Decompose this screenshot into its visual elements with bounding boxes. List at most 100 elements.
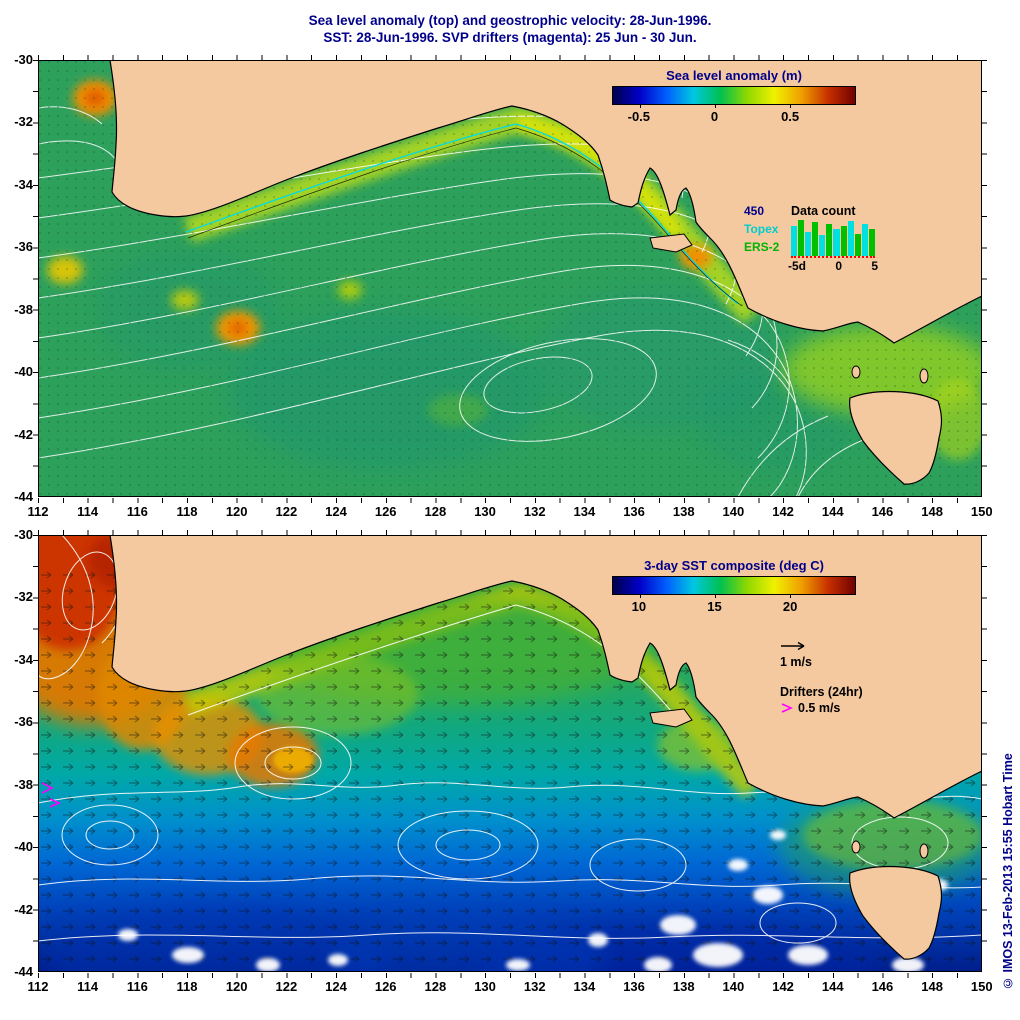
y-tick-label: -36 xyxy=(14,239,33,255)
y-tick-label: -30 xyxy=(14,52,33,67)
bottom-y-axis-labels: -30 -32 -34 -36 -38 -40 -42 -44 xyxy=(0,527,33,980)
x-tick-label: 150 xyxy=(970,504,993,519)
x-tick-label: 112 xyxy=(27,504,49,519)
x-tick-label: 124 xyxy=(325,979,347,994)
colorbar-tick xyxy=(714,104,716,108)
y-tick-label: -34 xyxy=(14,651,33,667)
x-tick-label: 134 xyxy=(573,504,596,519)
x-tick-label: 124 xyxy=(325,504,347,519)
x-tick-label: 144 xyxy=(821,504,844,519)
sst-colorbar: 3-day SST composite (deg C) 10 15 20 xyxy=(612,558,856,615)
x-tick-label: 126 xyxy=(374,979,397,994)
colorbar-tick-label: -0.5 xyxy=(627,109,651,124)
x-tick-label: 118 xyxy=(176,504,198,519)
axis-ticks xyxy=(38,973,982,978)
colorbar-tick-label: 20 xyxy=(782,599,798,614)
y-tick-label: -42 xyxy=(14,901,33,917)
x-tick-label: 146 xyxy=(871,504,894,519)
y-tick-label: -40 xyxy=(14,364,33,380)
x-tick-label: 136 xyxy=(623,504,645,519)
y-tick-label: -44 xyxy=(14,963,33,979)
kangaroo-island xyxy=(649,233,693,253)
x-tick-label: 136 xyxy=(623,979,645,994)
x-tick-label: 146 xyxy=(871,979,894,994)
sla-colorbar-title: Sea level anomaly (m) xyxy=(666,68,802,83)
x-tick-label: 132 xyxy=(523,504,546,519)
x-tick-label: 150 xyxy=(970,979,993,994)
x-tick-label: 114 xyxy=(77,979,99,994)
y-tick-label: -40 xyxy=(14,839,33,855)
x-tick-label: 140 xyxy=(722,504,745,519)
x-tick-label: 112 xyxy=(27,979,49,994)
sst-map-image xyxy=(38,535,982,972)
tasmania-landmass xyxy=(849,865,943,960)
x-tick-label: 120 xyxy=(225,504,248,519)
sst-colorbar-gradient xyxy=(612,576,856,598)
y-tick-label: -44 xyxy=(14,488,33,504)
tasmania-landmass xyxy=(849,390,943,485)
sst-colorbar-tick-labels: 10 15 20 xyxy=(612,599,856,615)
sla-colorbar-gradient xyxy=(612,86,856,108)
colorbar-tick-label: 0.5 xyxy=(781,109,800,124)
x-tick-label: 140 xyxy=(722,979,745,994)
sst-composite-panel xyxy=(38,535,982,972)
axis-ticks xyxy=(38,530,982,535)
colorbar-tick-label: 15 xyxy=(707,599,722,614)
axis-ticks xyxy=(33,535,38,972)
x-tick-label: 116 xyxy=(126,504,148,519)
figure-title-line1: Sea level anomaly (top) and geostrophic … xyxy=(308,13,712,28)
colorbar-tick-label: 0 xyxy=(710,109,719,124)
sst-colorbar-title: 3-day SST composite (deg C) xyxy=(644,558,824,573)
y-tick-label: -38 xyxy=(14,301,33,317)
x-tick-label: 116 xyxy=(126,979,148,994)
x-tick-label: 148 xyxy=(921,504,943,519)
axis-ticks xyxy=(38,498,982,503)
sla-colorbar: Sea level anomaly (m) -0.5 0 0.5 xyxy=(612,68,856,125)
colorbar-tick-label: 10 xyxy=(631,599,647,614)
velocity-legend: 1 m/s Drifters (24hr) 0.5 m/s xyxy=(780,640,863,715)
top-y-axis-labels: -30 -32 -34 -36 -38 -40 -42 -44 xyxy=(0,52,33,505)
ers2-series-label: ERS-2 xyxy=(744,240,780,254)
x-tick-label: 148 xyxy=(921,979,943,994)
sea-level-anomaly-panel xyxy=(38,60,982,497)
data-count-x-tick: 5 xyxy=(871,259,878,273)
colorbar-tick xyxy=(714,594,716,598)
colorbar-tick xyxy=(639,594,641,598)
x-tick-label: 120 xyxy=(225,979,248,994)
x-tick-label: 130 xyxy=(474,504,496,519)
x-tick-label: 134 xyxy=(573,979,596,994)
x-tick-label: 132 xyxy=(523,979,546,994)
sst-overlay-contours xyxy=(38,535,982,944)
x-tick-label: 118 xyxy=(176,979,198,994)
x-tick-label: 128 xyxy=(424,504,447,519)
x-tick-label: 144 xyxy=(821,979,844,994)
imos-copyright-watermark: © IMOS 13-Feb-2013 15:55 Hobart Time xyxy=(1001,753,1015,990)
data-count-inset: 450 Topex ERS-2 Data count -5d 0 5 xyxy=(744,204,878,273)
data-count-title: Data count xyxy=(791,204,856,218)
colorbar-tick xyxy=(639,104,641,108)
drifters-legend-label: Drifters (24hr) xyxy=(780,685,863,699)
sea-level-map-image xyxy=(38,60,982,497)
colorbar-tick xyxy=(789,594,791,598)
data-count-x-tick: -5d xyxy=(788,259,806,273)
axis-ticks xyxy=(982,60,987,497)
data-count-x-labels: -5d 0 5 xyxy=(788,259,878,273)
y-tick-label: -42 xyxy=(14,426,33,442)
data-count-histogram xyxy=(791,220,875,258)
bottom-x-axis-labels: 112 114 116 118 120 122 124 126 128 130 132 134 136 1… xyxy=(19,979,1001,994)
y-tick-label: -32 xyxy=(14,114,33,130)
x-tick-label: 142 xyxy=(772,504,794,519)
top-x-axis-labels: 112 114 116 118 120 122 124 126 128 130 132 134 136 1… xyxy=(19,504,1001,519)
x-tick-label: 138 xyxy=(672,979,695,994)
axis-ticks xyxy=(33,60,38,497)
axis-ticks xyxy=(982,535,987,972)
drifter-tracks xyxy=(41,782,61,808)
australia-landmass xyxy=(109,60,982,344)
sla-colorbar-tick-labels: -0.5 0 0.5 xyxy=(612,109,856,125)
velocity-scale-arrow-icon xyxy=(781,641,805,651)
cloud-gaps xyxy=(118,830,948,972)
australia-landmass xyxy=(109,535,982,819)
x-tick-label: 142 xyxy=(772,979,794,994)
x-tick-label: 114 xyxy=(77,504,99,519)
